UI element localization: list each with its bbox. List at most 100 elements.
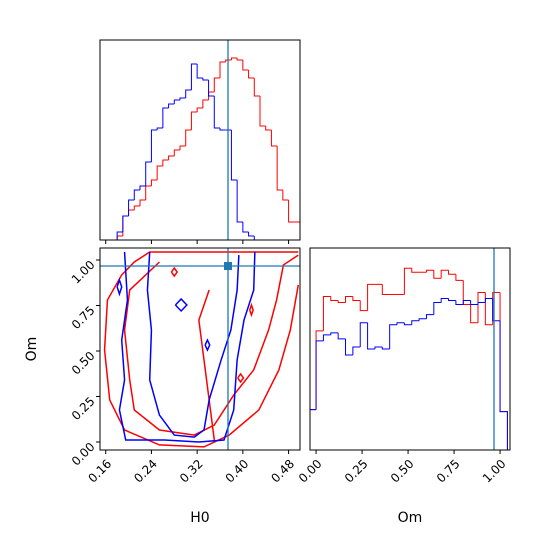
hist-step <box>310 409 317 411</box>
hist-step <box>411 268 420 273</box>
y-tick-label: 0.50 <box>69 349 98 378</box>
hist-step <box>213 77 220 92</box>
hist-step <box>433 302 442 315</box>
x-tick-label: 0.16 <box>86 457 115 486</box>
hist-step <box>288 200 295 223</box>
hist-step <box>225 59 232 62</box>
x-axis-label: Om <box>398 510 423 526</box>
hist-step <box>345 338 353 356</box>
contour-line <box>174 297 188 313</box>
hist-step <box>470 304 478 324</box>
hist-step <box>116 235 123 240</box>
x-tick-label: 0.32 <box>177 457 206 486</box>
hist-step <box>462 300 471 305</box>
x-tick-label: 1.00 <box>480 457 509 486</box>
y-tick-label: 0.25 <box>69 394 98 423</box>
hist-step <box>248 232 255 237</box>
hist-step <box>433 270 442 279</box>
hist-step <box>168 155 175 160</box>
hist-step <box>455 300 464 306</box>
hist-step <box>367 322 375 350</box>
hist-step <box>367 283 375 311</box>
hist-step <box>499 292 508 450</box>
hist-step <box>440 298 449 303</box>
hist-step <box>168 103 175 108</box>
hist-step <box>150 179 158 186</box>
hist-step <box>294 221 300 240</box>
y-tick-label: 1.00 <box>69 258 98 287</box>
hist-step <box>196 64 203 79</box>
hist-step <box>276 146 283 191</box>
hist-step <box>162 107 169 128</box>
hist-step <box>265 126 272 131</box>
plot-area <box>310 248 508 450</box>
hist-step <box>196 107 203 112</box>
plot-area <box>111 40 300 240</box>
hist-step <box>381 284 390 295</box>
hist-step <box>145 161 152 186</box>
contour-line <box>170 266 179 278</box>
hist-step <box>484 292 493 326</box>
hist-step <box>179 145 186 150</box>
hist-step <box>248 70 255 79</box>
hist-step <box>359 322 368 347</box>
hist-step <box>374 346 383 349</box>
hist-step <box>477 302 486 305</box>
hist-step <box>418 318 427 321</box>
hist-step <box>330 332 339 335</box>
hist-step <box>403 267 412 295</box>
x-tick-label: 0.40 <box>223 457 252 486</box>
hist-step <box>448 270 456 275</box>
x-tick-label: 0.50 <box>388 457 417 486</box>
hist-step <box>337 300 346 304</box>
hist-step <box>179 97 186 100</box>
hist-step <box>156 165 163 180</box>
hist-step <box>470 300 478 306</box>
hist-step <box>381 346 390 350</box>
hist-step <box>128 199 135 216</box>
hist-step <box>330 296 339 302</box>
hist-step <box>236 58 243 61</box>
hist-step <box>440 269 449 279</box>
hist-step <box>352 296 361 302</box>
hist-step <box>145 185 152 200</box>
contour-line <box>198 289 216 441</box>
hist-step <box>253 78 260 97</box>
hist-step <box>213 96 220 129</box>
contour-line <box>118 251 256 443</box>
hist-step <box>133 205 140 210</box>
hist-step <box>425 269 434 273</box>
contour-line <box>237 372 245 384</box>
x-tick-label: 0.00 <box>296 457 325 486</box>
y-axis-label: Om <box>24 337 40 362</box>
hist-step <box>236 180 243 223</box>
hist-step <box>116 231 123 240</box>
y-tick-label: 0.75 <box>69 303 98 332</box>
hist-step <box>448 298 456 302</box>
hist-step <box>190 63 198 90</box>
hist-step <box>389 324 398 349</box>
hist-step <box>133 189 140 200</box>
hist-step <box>139 199 146 206</box>
hist-step <box>455 274 464 281</box>
hist-step <box>403 322 412 326</box>
hist-step <box>122 215 129 232</box>
hist-step <box>499 320 508 450</box>
hist-step <box>208 80 215 97</box>
hist-step <box>315 340 324 410</box>
hist-step <box>230 130 238 181</box>
hist-step <box>150 129 158 162</box>
hist-step <box>202 99 209 108</box>
contour-line <box>249 302 254 318</box>
hist-step <box>270 130 278 147</box>
hist-step <box>219 128 226 131</box>
contour-line <box>204 338 211 352</box>
hist-step <box>219 61 226 78</box>
hist-step <box>315 330 324 410</box>
hist-step <box>122 215 129 236</box>
x-tick-label: 0.75 <box>434 457 463 486</box>
plot-area <box>100 248 300 450</box>
hist-step <box>202 78 209 81</box>
x-tick-label: 0.25 <box>342 457 371 486</box>
